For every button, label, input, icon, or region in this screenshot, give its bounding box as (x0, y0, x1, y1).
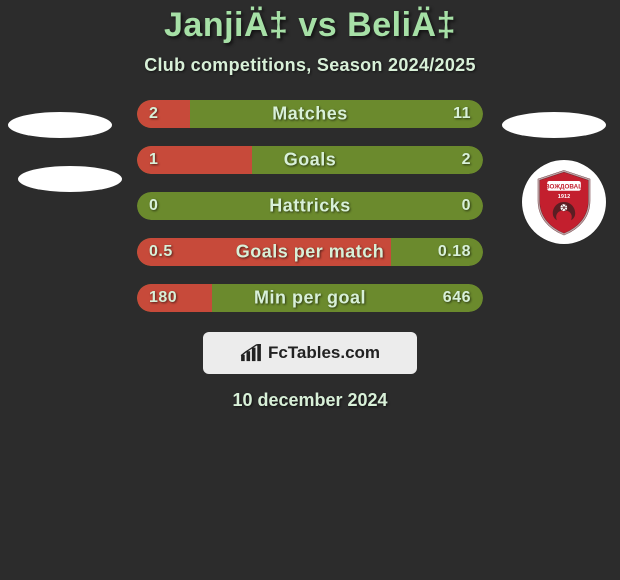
right-club-badge: ВОЖДОВАЦ 1912 (522, 160, 606, 244)
club-crest-icon: ВОЖДОВАЦ 1912 (529, 167, 599, 237)
stat-row-mpg: 180 646 Min per goal (137, 284, 483, 312)
left-player-badge-placeholder-1 (8, 112, 112, 138)
stat-row-goals: 1 2 Goals (137, 146, 483, 174)
right-player-badge-placeholder (502, 112, 606, 138)
stat-value-left: 1 (149, 151, 158, 169)
comparison-chart: ВОЖДОВАЦ 1912 2 11 Matches 1 2 Goals 0 0 Hattric… (0, 100, 620, 312)
stat-value-right: 0 (462, 197, 471, 215)
stat-value-right: 646 (443, 289, 471, 307)
stat-value-left: 0 (149, 197, 158, 215)
stat-value-left: 2 (149, 105, 158, 123)
page-subtitle: Club competitions, Season 2024/2025 (144, 55, 476, 76)
stat-label: Goals (284, 150, 337, 171)
stat-label: Goals per match (236, 242, 385, 263)
svg-text:1912: 1912 (558, 194, 570, 200)
stat-label: Min per goal (254, 288, 366, 309)
stat-row-matches: 2 11 Matches (137, 100, 483, 128)
source-label: FcTables.com (268, 343, 380, 363)
stat-value-right: 2 (462, 151, 471, 169)
bar-chart-icon (240, 344, 262, 362)
stat-label: Matches (272, 104, 348, 125)
left-player-badge-placeholder-2 (18, 166, 122, 192)
page-title: JanjiÄ‡ vs BeliÄ‡ (164, 6, 456, 45)
source-badge: FcTables.com (203, 332, 417, 374)
stat-row-gpm: 0.5 0.18 Goals per match (137, 238, 483, 266)
date-label: 10 december 2024 (232, 390, 387, 411)
stat-value-right: 0.18 (438, 243, 471, 261)
stat-row-hattricks: 0 0 Hattricks (137, 192, 483, 220)
stat-value-left: 180 (149, 289, 177, 307)
svg-text:ВОЖДОВАЦ: ВОЖДОВАЦ (545, 184, 583, 191)
stat-value-left: 0.5 (149, 243, 173, 261)
content: JanjiÄ‡ vs BeliÄ‡ Club competitions, Sea… (0, 0, 620, 580)
stat-value-right: 11 (453, 105, 471, 123)
stat-label: Hattricks (269, 196, 351, 217)
bar-left-fill (137, 100, 190, 128)
